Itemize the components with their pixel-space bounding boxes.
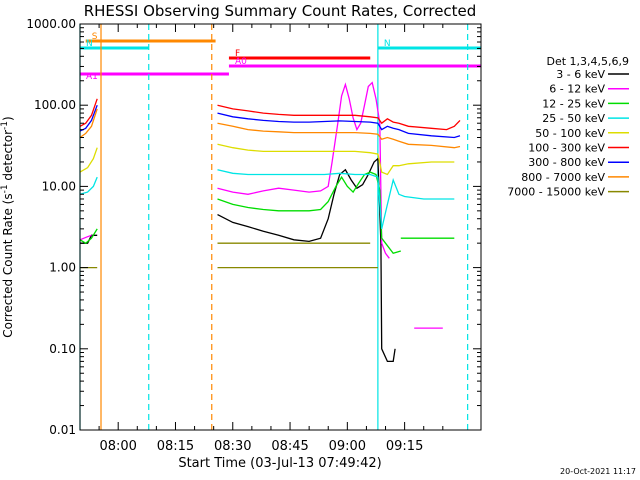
chart-title: RHESSI Observing Summary Count Rates, Co… — [84, 2, 477, 20]
series-line-4-0 — [79, 147, 98, 173]
legend-label-7: 800 - 7000 keV — [521, 171, 605, 184]
y-tick-label-0: 1000.00 — [26, 17, 76, 31]
legend-label-6: 300 - 800 keV — [528, 156, 605, 169]
y-axis-label-sup2: -1 — [0, 121, 10, 130]
y-tick-label-3: 1.00 — [49, 261, 76, 275]
series-line-1-0 — [79, 234, 92, 241]
series-line-0-1 — [217, 157, 396, 363]
plot-frame — [79, 23, 482, 431]
legend-label-4: 50 - 100 keV — [535, 127, 605, 140]
series-line-7-1 — [217, 122, 461, 149]
legend-label-0: 3 - 6 keV — [556, 68, 605, 81]
flag-label-2: N — [384, 39, 391, 49]
y-axis-label-sup1: -1 — [0, 184, 10, 193]
series-line-1-1 — [217, 81, 390, 259]
y-axis-label-close: ) — [1, 116, 15, 121]
flag-label-1: N — [86, 39, 93, 49]
legend-title: Det 1,3,4,5,6,9 — [546, 55, 629, 68]
series-line-3-1 — [217, 169, 455, 230]
series-line-2-0 — [79, 228, 98, 244]
flag-label-3: F — [235, 49, 240, 59]
x-tick-label-0: 08:00 — [99, 439, 136, 454]
y-tick-label-1: 100.00 — [34, 98, 76, 112]
legend-label-8: 7000 - 15000 keV — [507, 186, 605, 199]
series-line-7-0 — [79, 108, 98, 139]
flag-label-0: S — [92, 32, 98, 42]
x-tick-label-5: 09:15 — [386, 439, 423, 454]
y-axis: 1000.00 100.00 10.00 1.00 0.10 0.01 — [26, 17, 481, 437]
x-axis-label: Start Time (03-Jul-13 07:49:42) — [178, 456, 381, 471]
y-tick-label-4: 0.10 — [49, 342, 76, 356]
legend-label-3: 25 - 50 keV — [542, 112, 605, 125]
footer-date: 20-Oct-2021 11:17 — [560, 467, 636, 476]
series-line-5-1 — [217, 104, 461, 131]
x-tick-label-3: 08:45 — [271, 439, 308, 454]
series-line-6-1 — [217, 112, 461, 139]
x-axis: 08:00 08:15 08:30 08:45 09:00 09:15 — [98, 24, 444, 454]
legend-label-2: 12 - 25 keV — [542, 97, 605, 110]
series-line-3-0 — [79, 176, 98, 195]
y-axis-label: Corrected Count Rate (s-1 detector-1) — [0, 116, 15, 337]
flag-label-4: A0 — [235, 57, 247, 67]
y-axis-label-main: Corrected Count Rate (s — [1, 193, 15, 337]
series-line-4-1 — [217, 143, 455, 176]
y-tick-label-5: 0.01 — [49, 423, 76, 437]
series-line-5-0 — [79, 98, 98, 127]
legend-label-1: 6 - 12 keV — [549, 83, 605, 96]
legend-label-5: 100 - 300 keV — [528, 142, 605, 155]
x-tick-label-2: 08:30 — [214, 439, 251, 454]
y-axis-label-mid: detector — [1, 130, 15, 185]
flag-label-5: A1 — [86, 72, 98, 82]
x-tick-label-1: 08:15 — [157, 439, 194, 454]
x-tick-label-4: 09:00 — [329, 439, 366, 454]
data-series — [79, 81, 461, 363]
y-tick-label-2: 10.00 — [42, 179, 76, 193]
